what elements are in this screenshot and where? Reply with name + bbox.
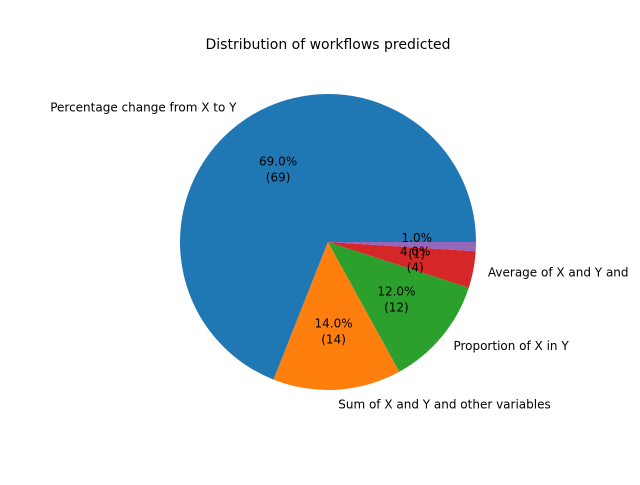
slice-category-label: Proportion of X in Y [453, 339, 569, 353]
pie-slice [328, 242, 469, 372]
slice-category-label: Average of X and Y and [488, 266, 629, 280]
slice-count-label: (14) [321, 333, 346, 347]
slice-percent-label: 1.0% [402, 231, 433, 245]
chart-title: Distribution of workflows predicted [206, 37, 451, 53]
slice-percent-label: 69.0% [259, 155, 297, 169]
labels-layer: Percentage change from X to Y 69.0% (69) Su… [50, 100, 628, 411]
slice-category-label: Sum of X and Y and other variables [338, 397, 551, 411]
pie-slice [180, 94, 477, 380]
slice-count-label: (1) [408, 247, 425, 261]
slice-percent-label: 12.0% [377, 285, 415, 299]
pie-slice [273, 242, 400, 391]
slice-count-label: (69) [266, 171, 291, 185]
slice-category-label: Percentage change from X to Y [50, 100, 237, 114]
slices-layer [180, 94, 477, 391]
slice-percent-label: 14.0% [315, 317, 353, 331]
slice-percent-label: 4.0% [400, 245, 431, 259]
pie-slice [328, 242, 476, 252]
slice-count-label: (4) [407, 261, 424, 275]
pie-slice [328, 242, 476, 288]
slice-count-label: (12) [384, 301, 409, 315]
